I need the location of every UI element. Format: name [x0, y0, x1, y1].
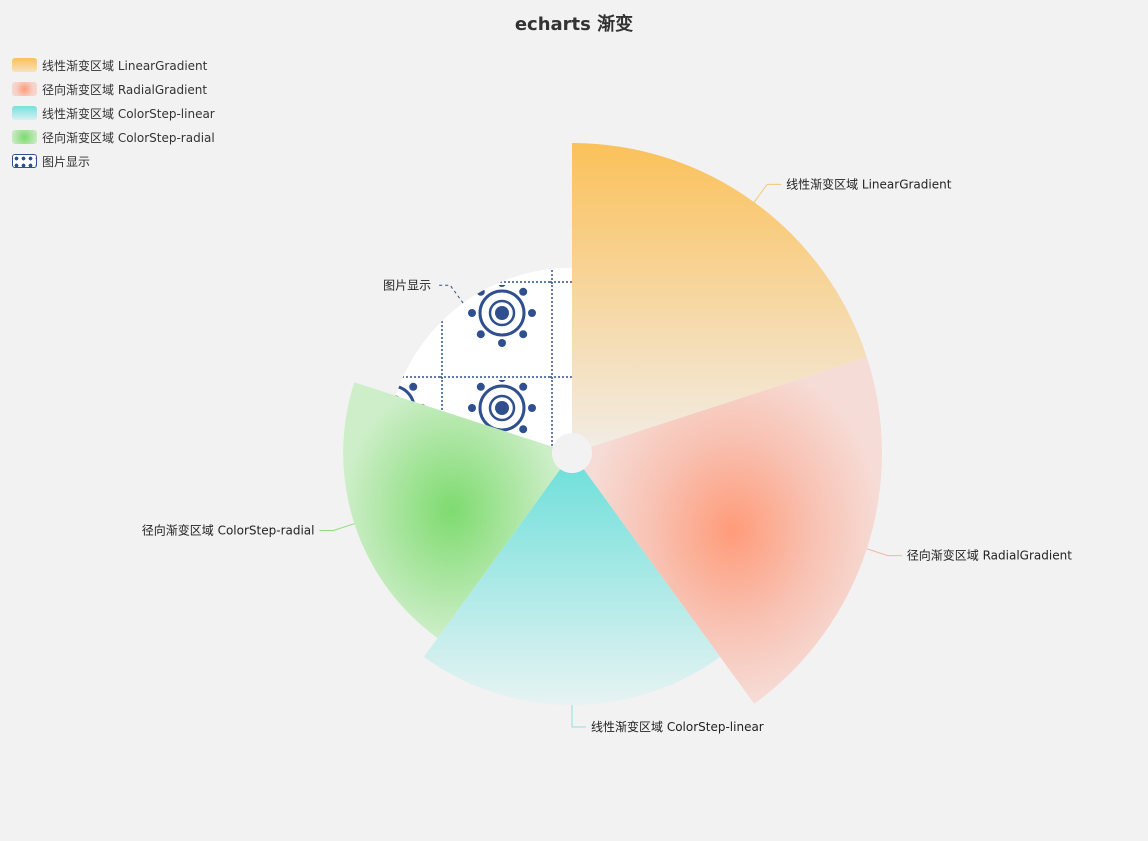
slice-label: 线性渐变区域 LinearGradient [786, 176, 952, 191]
legend-item-colorstep-radial[interactable]: 径向渐变区域 ColorStep-radial [12, 125, 215, 149]
slice-colorstep-linear[interactable] [423, 469, 721, 705]
legend-item-colorstep-linear[interactable]: 线性渐变区域 ColorStep-linear [12, 101, 215, 125]
slice-label: 径向渐变区域 RadialGradient [907, 548, 1072, 563]
slice-label: 线性渐变区域 ColorStep-linear [591, 719, 764, 734]
legend-swatch [12, 82, 37, 96]
legend-item-image-pattern[interactable]: 图片显示 [12, 149, 215, 173]
label-leader-line [436, 284, 464, 304]
legend-swatch [12, 130, 37, 144]
label-leader-line [319, 523, 355, 531]
slice-label: 图片显示 [383, 278, 431, 292]
slice-colorstep-radial[interactable] [343, 382, 561, 639]
legend-label: 图片显示 [42, 154, 91, 169]
slice-linear-gradient[interactable] [572, 143, 867, 447]
slice-image-pattern[interactable] [395, 267, 572, 447]
label-leader-line [571, 705, 586, 728]
legend-swatch [12, 106, 37, 120]
legend-swatch [12, 154, 37, 168]
legend-item-linear-gradient[interactable]: 线性渐变区域 LinearGradient [12, 53, 215, 77]
slice-label: 径向渐变区域 ColorStep-radial [142, 523, 315, 538]
legend-label: 线性渐变区域 ColorStep-linear [42, 106, 215, 121]
chart-title: echarts 渐变 [514, 14, 634, 35]
legend-swatch [12, 58, 37, 72]
slice-radial-gradient[interactable] [583, 357, 883, 704]
center-hole [552, 433, 592, 473]
label-leader-line [753, 183, 782, 203]
legend-label: 径向渐变区域 RadialGradient [42, 82, 208, 97]
legend-label: 径向渐变区域 ColorStep-radial [42, 130, 215, 145]
legend-label: 线性渐变区域 LinearGradient [42, 58, 208, 73]
legend: 线性渐变区域 LinearGradient 径向渐变区域 RadialGradi… [12, 53, 215, 173]
legend-item-radial-gradient[interactable]: 径向渐变区域 RadialGradient [12, 77, 215, 101]
label-leader-line [866, 548, 902, 557]
